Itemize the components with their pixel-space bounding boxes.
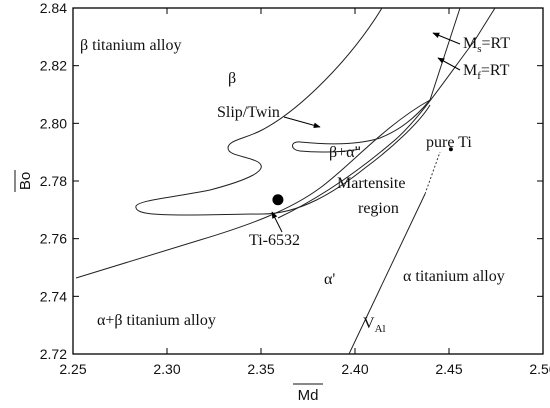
- mf-main-text: M: [463, 62, 477, 79]
- v-al-subscript: Al: [375, 323, 386, 335]
- phase-boundaries: [75, 7, 496, 355]
- alpha-alloy-label: α titanium alloy: [403, 268, 505, 285]
- y-tick-label: 2.76: [40, 231, 67, 247]
- x-tick-label: 2.45: [435, 361, 462, 377]
- x-tick-label: 2.25: [59, 361, 86, 377]
- ti6532-arrow: [271, 211, 283, 233]
- ti6532-point: [272, 194, 284, 206]
- pure-ti-label: pure Ti: [426, 134, 472, 151]
- y-tick-label: 2.78: [40, 173, 67, 189]
- pure-ti-dashed-line: [424, 151, 441, 195]
- ms-rt-label: Ms=RT: [463, 35, 510, 55]
- annotation-arrows: [271, 32, 461, 233]
- x-axis-label: Md: [298, 387, 319, 404]
- beta-label: β: [228, 70, 236, 87]
- ms-rt-curve: [75, 7, 461, 279]
- x-axis-title: Md: [293, 383, 323, 404]
- mf-rt-curve: [277, 7, 496, 219]
- alpha-beta-alloy-label: α+β titanium alloy: [97, 312, 216, 329]
- martensite-label-line1: Martensite: [337, 175, 405, 192]
- slip-twin-arrow: [283, 116, 321, 129]
- ms-arrow: [432, 32, 461, 45]
- ms-subscript: s: [477, 43, 481, 55]
- annotation-labels: Slip/Twin Ms=RT Mf=RT pure Ti Ti-6532 VA…: [217, 35, 510, 335]
- ms-rest-text: =RT: [482, 35, 511, 52]
- y-tick-label: 2.74: [40, 288, 67, 304]
- y-tick-label: 2.82: [40, 58, 67, 74]
- axis-ticks: 2.25 2.30 2.35 2.40 2.45 2.50 2.72 2.74 2.76 2.78…: [40, 0, 550, 377]
- y-tick-label: 2.72: [40, 346, 67, 362]
- slip-twin-label: Slip/Twin: [217, 104, 280, 121]
- region-labels: β titanium alloy β β+α" Martensite regio…: [80, 37, 505, 329]
- pure-ti-point: [448, 147, 453, 152]
- slip-twin-boundary: [135, 7, 431, 216]
- beta-alloy-label: β titanium alloy: [80, 37, 181, 54]
- v-al-main-text: V: [363, 315, 375, 332]
- mf-subscript: f: [477, 70, 481, 82]
- y-tick-label: 2.84: [40, 0, 67, 16]
- ti6532-label: Ti-6532: [249, 232, 300, 249]
- mf-arrow: [437, 57, 461, 71]
- x-tick-label: 2.30: [153, 361, 180, 377]
- mf-rt-label: Mf=RT: [463, 62, 510, 82]
- martensite-label-line2: region: [358, 200, 399, 217]
- x-tick-label: 2.35: [247, 361, 274, 377]
- v-al-line: [348, 193, 426, 355]
- v-al-label: VAl: [363, 315, 386, 335]
- y-tick-label: 2.80: [40, 115, 67, 131]
- data-points: [272, 147, 453, 206]
- plot-frame: [72, 7, 544, 355]
- x-tick-label: 2.50: [529, 361, 550, 377]
- alpha-prime-label: α': [324, 271, 335, 288]
- ms-hook-curve: [292, 99, 431, 153]
- y-axis-label: Bo: [17, 172, 34, 190]
- ms-main-text: M: [463, 35, 477, 52]
- y-axis-title: Bo: [14, 170, 34, 192]
- beta-alpha-double-prime-label: β+α": [329, 144, 361, 161]
- mf-rest-text: =RT: [481, 62, 510, 79]
- x-tick-label: 2.40: [341, 361, 368, 377]
